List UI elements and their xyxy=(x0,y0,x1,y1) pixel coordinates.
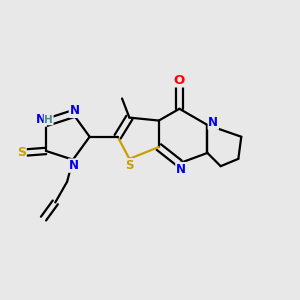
Text: N: N xyxy=(176,163,186,176)
Text: N: N xyxy=(36,113,46,126)
Text: N: N xyxy=(68,159,79,172)
Text: S: S xyxy=(125,159,134,172)
Text: H: H xyxy=(44,115,53,124)
Text: N: N xyxy=(69,104,80,117)
Text: S: S xyxy=(17,146,26,159)
Text: O: O xyxy=(174,74,185,87)
Text: N: N xyxy=(208,116,218,129)
